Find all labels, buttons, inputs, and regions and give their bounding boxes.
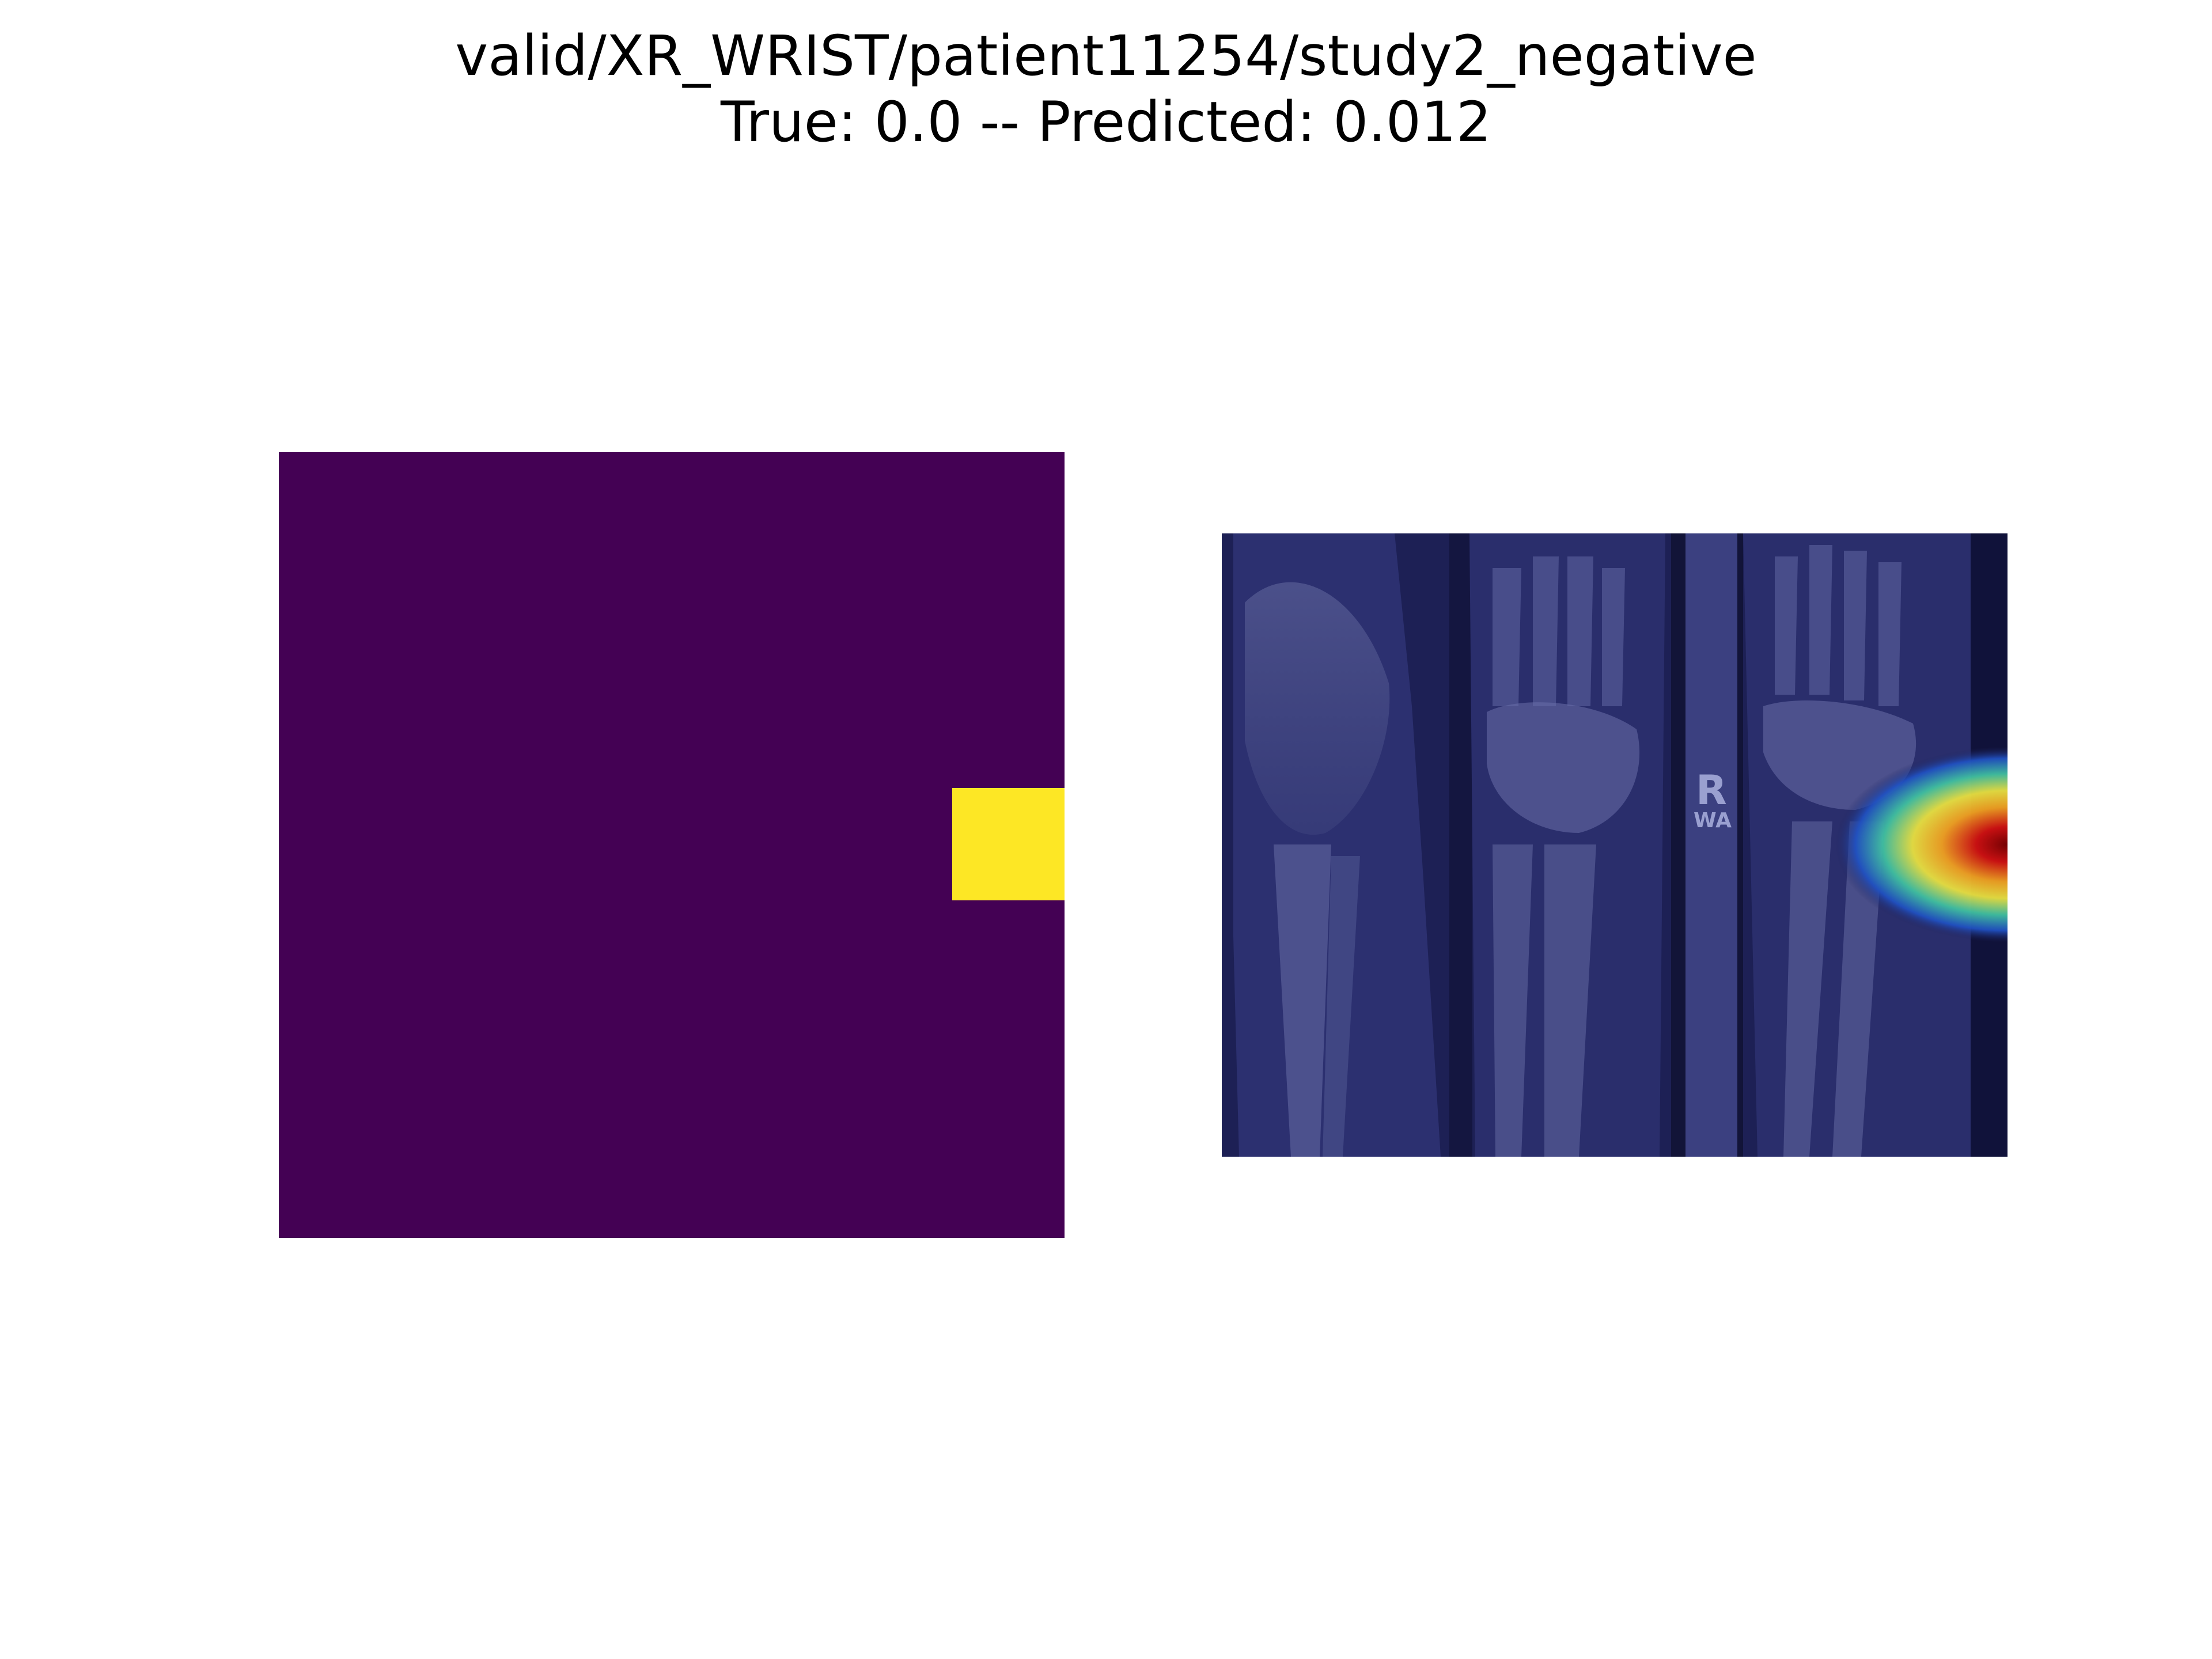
xray-image: R WA <box>1222 533 2008 1157</box>
figure-title: valid/XR_WRIST/patient11254/study2_negat… <box>0 23 2212 156</box>
title-path: valid/XR_WRIST/patient11254/study2_negat… <box>455 24 1757 88</box>
activation-map <box>279 452 1065 1238</box>
title-prediction: True: 0.0 -- Predicted: 0.012 <box>720 90 1492 154</box>
xray-heatmap-overlay: R WA <box>1222 533 2008 1157</box>
xray-marker-letter: R <box>1696 767 1727 814</box>
xray-marker-text: WA <box>1694 809 1732 832</box>
activation-hotspot <box>952 788 1065 900</box>
heatmap-hotspot <box>1835 747 2008 942</box>
